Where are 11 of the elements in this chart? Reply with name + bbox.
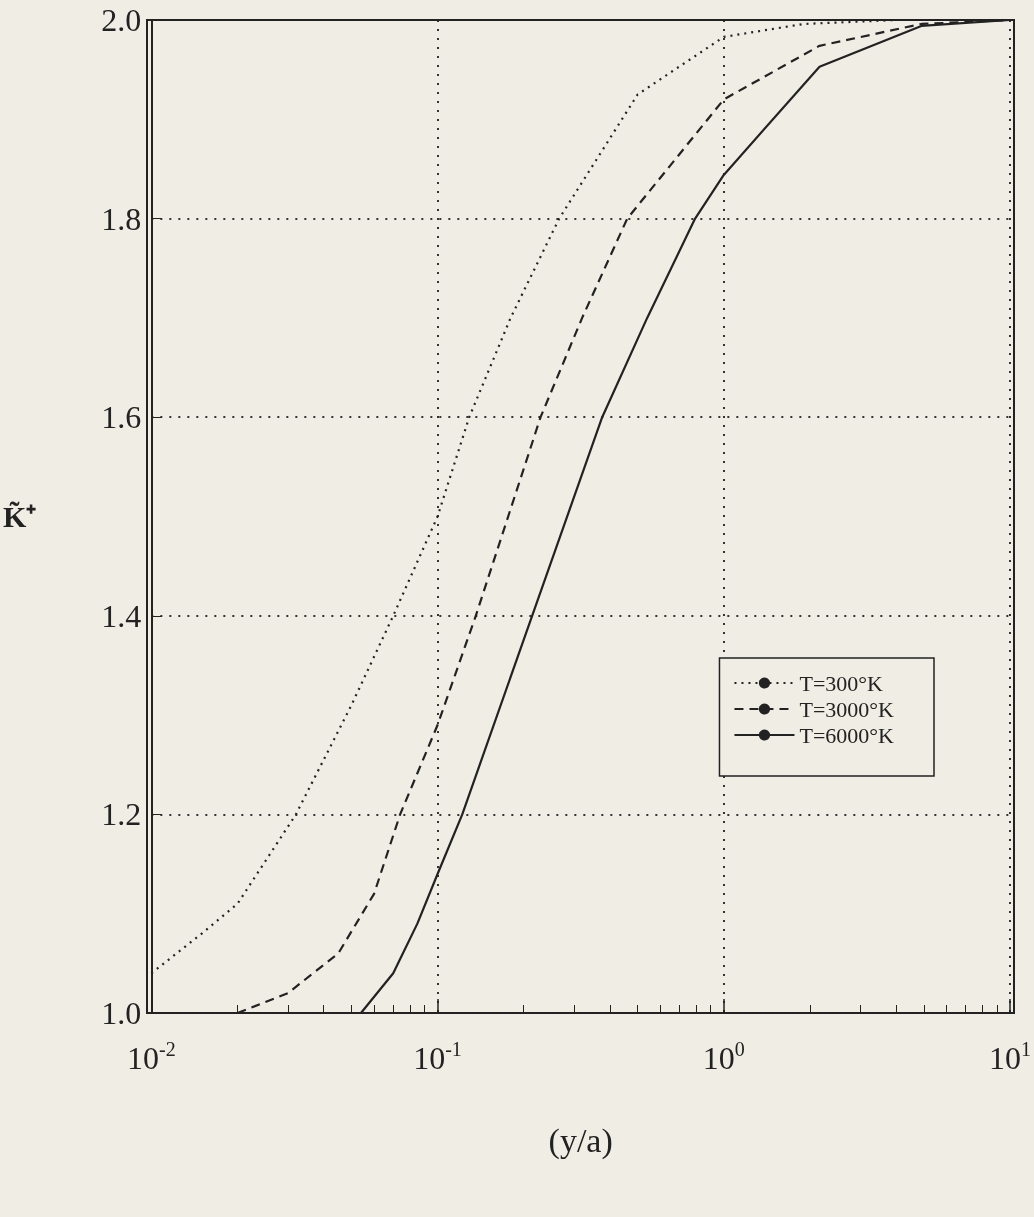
legend-label: T=3000°K bbox=[799, 696, 895, 722]
y-tick-label: 1.2 bbox=[101, 796, 142, 833]
y-tick-label: 1.6 bbox=[101, 399, 142, 436]
y-tick-label: 1.4 bbox=[101, 597, 142, 634]
y-tick-label: 1.8 bbox=[101, 200, 142, 237]
y-tick-label: 1.0 bbox=[101, 995, 142, 1031]
legend-label: T=6000°K bbox=[799, 722, 895, 748]
y-axis-title: K̃⁺ bbox=[2, 500, 37, 533]
legend-label: T=300°K bbox=[799, 670, 884, 696]
y-tick-label: 2.0 bbox=[101, 2, 142, 38]
x-axis-title: (y/a) bbox=[548, 1121, 613, 1160]
